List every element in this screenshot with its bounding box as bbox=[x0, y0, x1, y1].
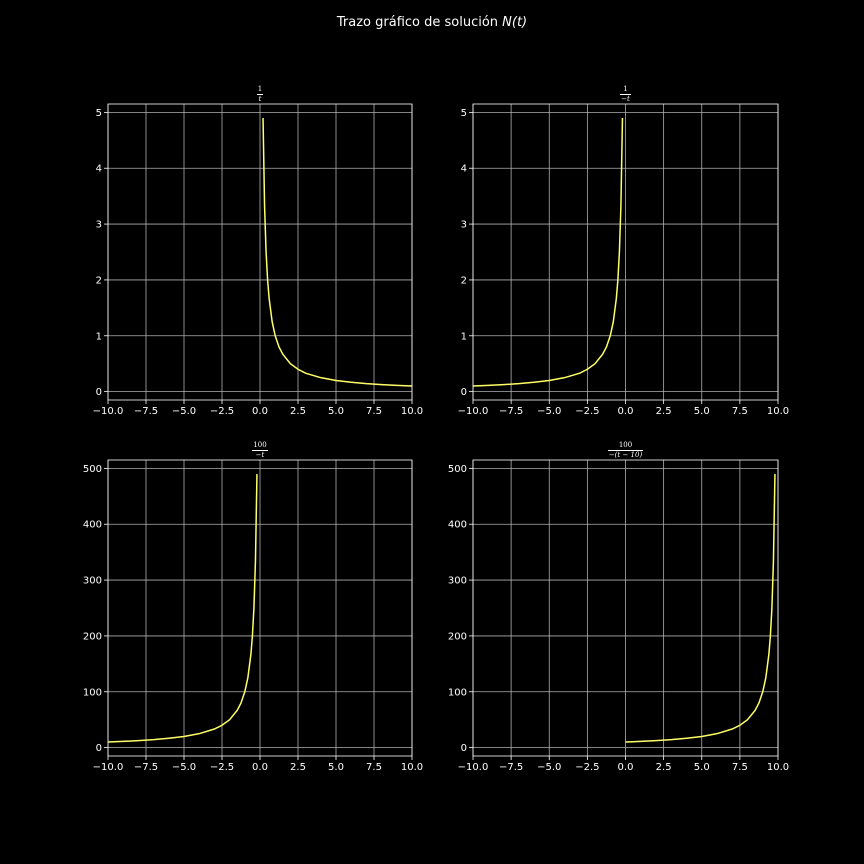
fraction-bar bbox=[256, 94, 264, 95]
title-numerator: 100 bbox=[253, 441, 267, 449]
plot-frame bbox=[472, 459, 779, 757]
x-tick-label: 7.5 bbox=[366, 762, 382, 773]
y-tick-label: 5 bbox=[461, 108, 467, 119]
y-tick-label: 200 bbox=[83, 631, 102, 642]
y-tick-label: 400 bbox=[83, 520, 102, 531]
x-tick-label: −5.0 bbox=[172, 762, 196, 773]
x-tick-label: 0.0 bbox=[252, 406, 268, 417]
y-tick-label: 4 bbox=[96, 164, 102, 175]
subplot-title: 100 −(t − 10) bbox=[473, 442, 778, 459]
y-tick-label: 0 bbox=[461, 743, 467, 754]
series-line bbox=[107, 473, 258, 743]
y-tick-label: 400 bbox=[448, 520, 467, 531]
y-tick-label: 100 bbox=[448, 687, 467, 698]
title-fraction: 100 −(t − 10) bbox=[607, 441, 644, 459]
plot-frame bbox=[107, 103, 413, 401]
y-tick-label: 200 bbox=[448, 631, 467, 642]
y-tick-label: 500 bbox=[448, 464, 467, 475]
subplot-3: −10.0 −7.5 −5.0 −2.5 0.0 2.5 5.0 7.5 10.0 0 100 200… bbox=[83, 459, 423, 773]
figure-title-math: N(t) bbox=[502, 15, 528, 30]
y-tick-label: 300 bbox=[448, 576, 467, 587]
title-numerator: 1 bbox=[623, 85, 628, 93]
subplot-title: 100 −t bbox=[108, 442, 412, 459]
title-denominator: t bbox=[258, 95, 262, 103]
x-tick-label: −5.0 bbox=[172, 406, 196, 417]
y-tick-label: 1 bbox=[461, 331, 467, 342]
title-numerator: 1 bbox=[257, 85, 263, 93]
x-tick-label: 10.0 bbox=[401, 762, 423, 773]
x-tick-label: −10.0 bbox=[458, 762, 489, 773]
title-fraction: 100 −t bbox=[252, 441, 268, 459]
y-tick-label: 2 bbox=[461, 275, 467, 286]
x-tick-label: −2.5 bbox=[575, 406, 599, 417]
title-denominator: −t bbox=[621, 95, 630, 103]
y-tick-label: 300 bbox=[83, 576, 102, 587]
figure-title-text: Trazo gráfico de solución bbox=[336, 15, 503, 30]
y-tick-label: 0 bbox=[96, 743, 102, 754]
x-tick-label: 2.5 bbox=[290, 406, 306, 417]
x-tick-label: 7.5 bbox=[732, 406, 748, 417]
x-tick-label: −2.5 bbox=[210, 762, 234, 773]
fraction-bar bbox=[607, 450, 644, 451]
y-tick-label: 500 bbox=[83, 464, 102, 475]
y-tick-label: 100 bbox=[83, 687, 102, 698]
plot-frame bbox=[107, 459, 413, 757]
y-tick-label: 5 bbox=[96, 108, 102, 119]
title-numerator: 100 bbox=[618, 441, 633, 449]
x-tick-label: 10.0 bbox=[401, 406, 423, 417]
series-line bbox=[472, 117, 624, 387]
subplot-4: −10.0 −7.5 −5.0 −2.5 0.0 2.5 5.0 7.5 10.0 0 100 200… bbox=[448, 459, 789, 773]
fraction-bar bbox=[252, 450, 268, 451]
x-tick-label: 0.0 bbox=[618, 762, 634, 773]
y-tick-label: 4 bbox=[461, 164, 467, 175]
y-tick-label: 0 bbox=[96, 387, 102, 398]
series-line bbox=[625, 473, 776, 743]
title-denominator: −(t − 10) bbox=[608, 451, 643, 459]
y-tick-label: 0 bbox=[461, 387, 467, 398]
x-tick-label: 0.0 bbox=[618, 406, 634, 417]
series-line bbox=[262, 117, 413, 387]
x-tick-label: 10.0 bbox=[767, 406, 789, 417]
figure-title: Trazo gráfico de solución N(t) bbox=[0, 15, 864, 30]
x-tick-label: 5.0 bbox=[328, 762, 344, 773]
subplot-title: 1 −t bbox=[473, 86, 778, 103]
y-tick-label: 3 bbox=[96, 220, 102, 231]
title-fraction: 1 −t bbox=[620, 86, 631, 103]
x-tick-label: 2.5 bbox=[656, 762, 672, 773]
x-tick-label: −10.0 bbox=[93, 406, 124, 417]
y-tick-label: 1 bbox=[96, 331, 102, 342]
x-tick-label: 7.5 bbox=[732, 762, 748, 773]
y-tick-label: 2 bbox=[96, 275, 102, 286]
x-tick-label: −7.5 bbox=[499, 762, 523, 773]
y-tick-label: 3 bbox=[461, 220, 467, 231]
fraction-bar bbox=[620, 94, 631, 95]
x-tick-label: 10.0 bbox=[767, 762, 789, 773]
x-tick-label: −5.0 bbox=[537, 406, 561, 417]
x-tick-label: −10.0 bbox=[458, 406, 489, 417]
x-tick-label: −7.5 bbox=[134, 406, 158, 417]
x-tick-label: −10.0 bbox=[93, 762, 124, 773]
x-tick-label: 5.0 bbox=[328, 406, 344, 417]
x-tick-label: 2.5 bbox=[656, 406, 672, 417]
x-tick-label: −2.5 bbox=[575, 762, 599, 773]
x-tick-label: 2.5 bbox=[290, 762, 306, 773]
x-tick-label: −2.5 bbox=[210, 406, 234, 417]
x-tick-label: 0.0 bbox=[252, 762, 268, 773]
title-denominator: −t bbox=[255, 451, 265, 459]
x-tick-label: 5.0 bbox=[694, 406, 710, 417]
x-tick-label: −5.0 bbox=[537, 762, 561, 773]
subplot-2: −10.0 −7.5 −5.0 −2.5 0.0 2.5 5.0 7.5 10.0 0 1 2 3 4 5 bbox=[458, 103, 789, 417]
x-tick-label: 5.0 bbox=[694, 762, 710, 773]
plot-frame bbox=[472, 103, 779, 401]
x-tick-label: −7.5 bbox=[499, 406, 523, 417]
x-tick-label: −7.5 bbox=[134, 762, 158, 773]
subplot-1: −10.0 −7.5 −5.0 −2.5 0.0 2.5 5.0 7.5 10.0 0 1 2 3 4 5 bbox=[93, 103, 423, 417]
x-tick-label: 7.5 bbox=[366, 406, 382, 417]
